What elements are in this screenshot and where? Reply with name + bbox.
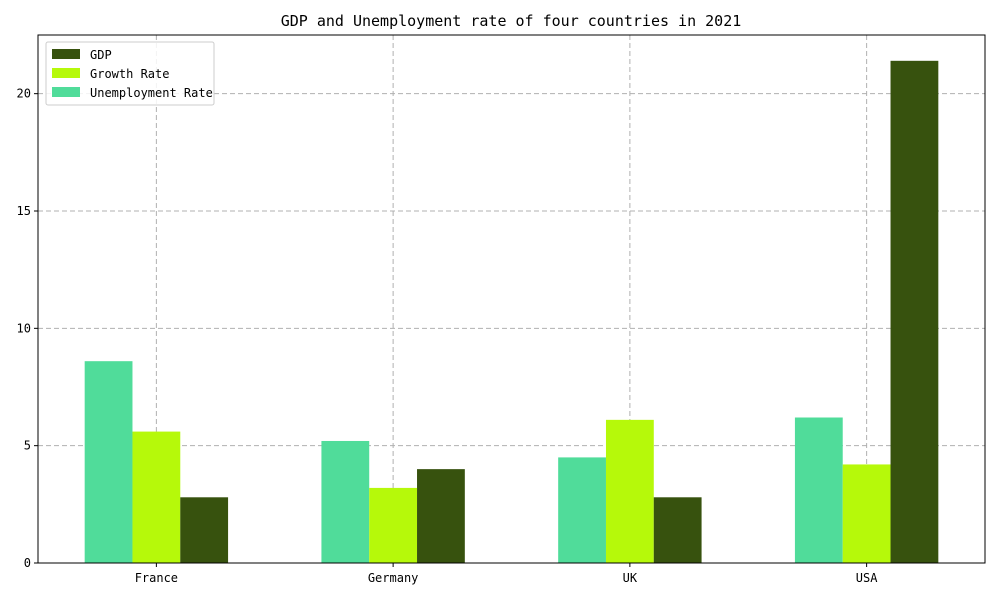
x-tick-label-france: France xyxy=(135,571,178,585)
legend: GDP Growth Rate Unemployment Rate xyxy=(45,41,215,106)
chart-title: GDP and Unemployment rate of four countr… xyxy=(281,12,742,30)
x-tick-label-germany: Germany xyxy=(368,571,419,585)
bar-unemployment-rate-france xyxy=(84,361,133,563)
y-tick-label: 15 xyxy=(17,204,31,218)
plot-frame xyxy=(37,34,986,564)
y-axis-ticks: 0 5 10 15 20 xyxy=(17,87,38,570)
bar-gdp-uk xyxy=(653,497,702,563)
y-tick-label: 0 xyxy=(24,556,31,570)
legend-label-growth-rate: Growth Rate xyxy=(90,67,169,81)
bar-growth-rate-uk xyxy=(605,419,654,563)
bar-gdp-usa xyxy=(890,60,939,564)
x-tick-label-usa: USA xyxy=(856,571,878,585)
y-tick-label: 10 xyxy=(17,321,31,335)
bar-unemployment-rate-uk xyxy=(558,457,606,563)
legend-label-gdp: GDP xyxy=(90,48,112,62)
x-tick-label-uk: UK xyxy=(623,571,638,585)
legend-box xyxy=(45,41,215,106)
bars xyxy=(84,60,939,564)
bar-gdp-france xyxy=(180,497,229,563)
bar-gdp-germany xyxy=(417,469,465,563)
bar-growth-rate-france xyxy=(132,431,181,563)
bar-unemployment-rate-germany xyxy=(321,440,370,563)
y-tick-label: 5 xyxy=(24,439,31,453)
x-axis-ticks: France Germany UK USA xyxy=(135,563,878,585)
bar-growth-rate-usa xyxy=(842,464,891,563)
legend-label-unemployment-rate: Unemployment Rate xyxy=(90,86,213,100)
y-tick-label: 20 xyxy=(17,87,31,101)
bar-unemployment-rate-usa xyxy=(794,417,843,563)
bar-growth-rate-germany xyxy=(369,487,418,563)
legend-swatch-growth-rate xyxy=(52,68,80,78)
legend-swatch-unemployment-rate xyxy=(52,87,80,97)
legend-swatch-gdp xyxy=(52,49,80,59)
